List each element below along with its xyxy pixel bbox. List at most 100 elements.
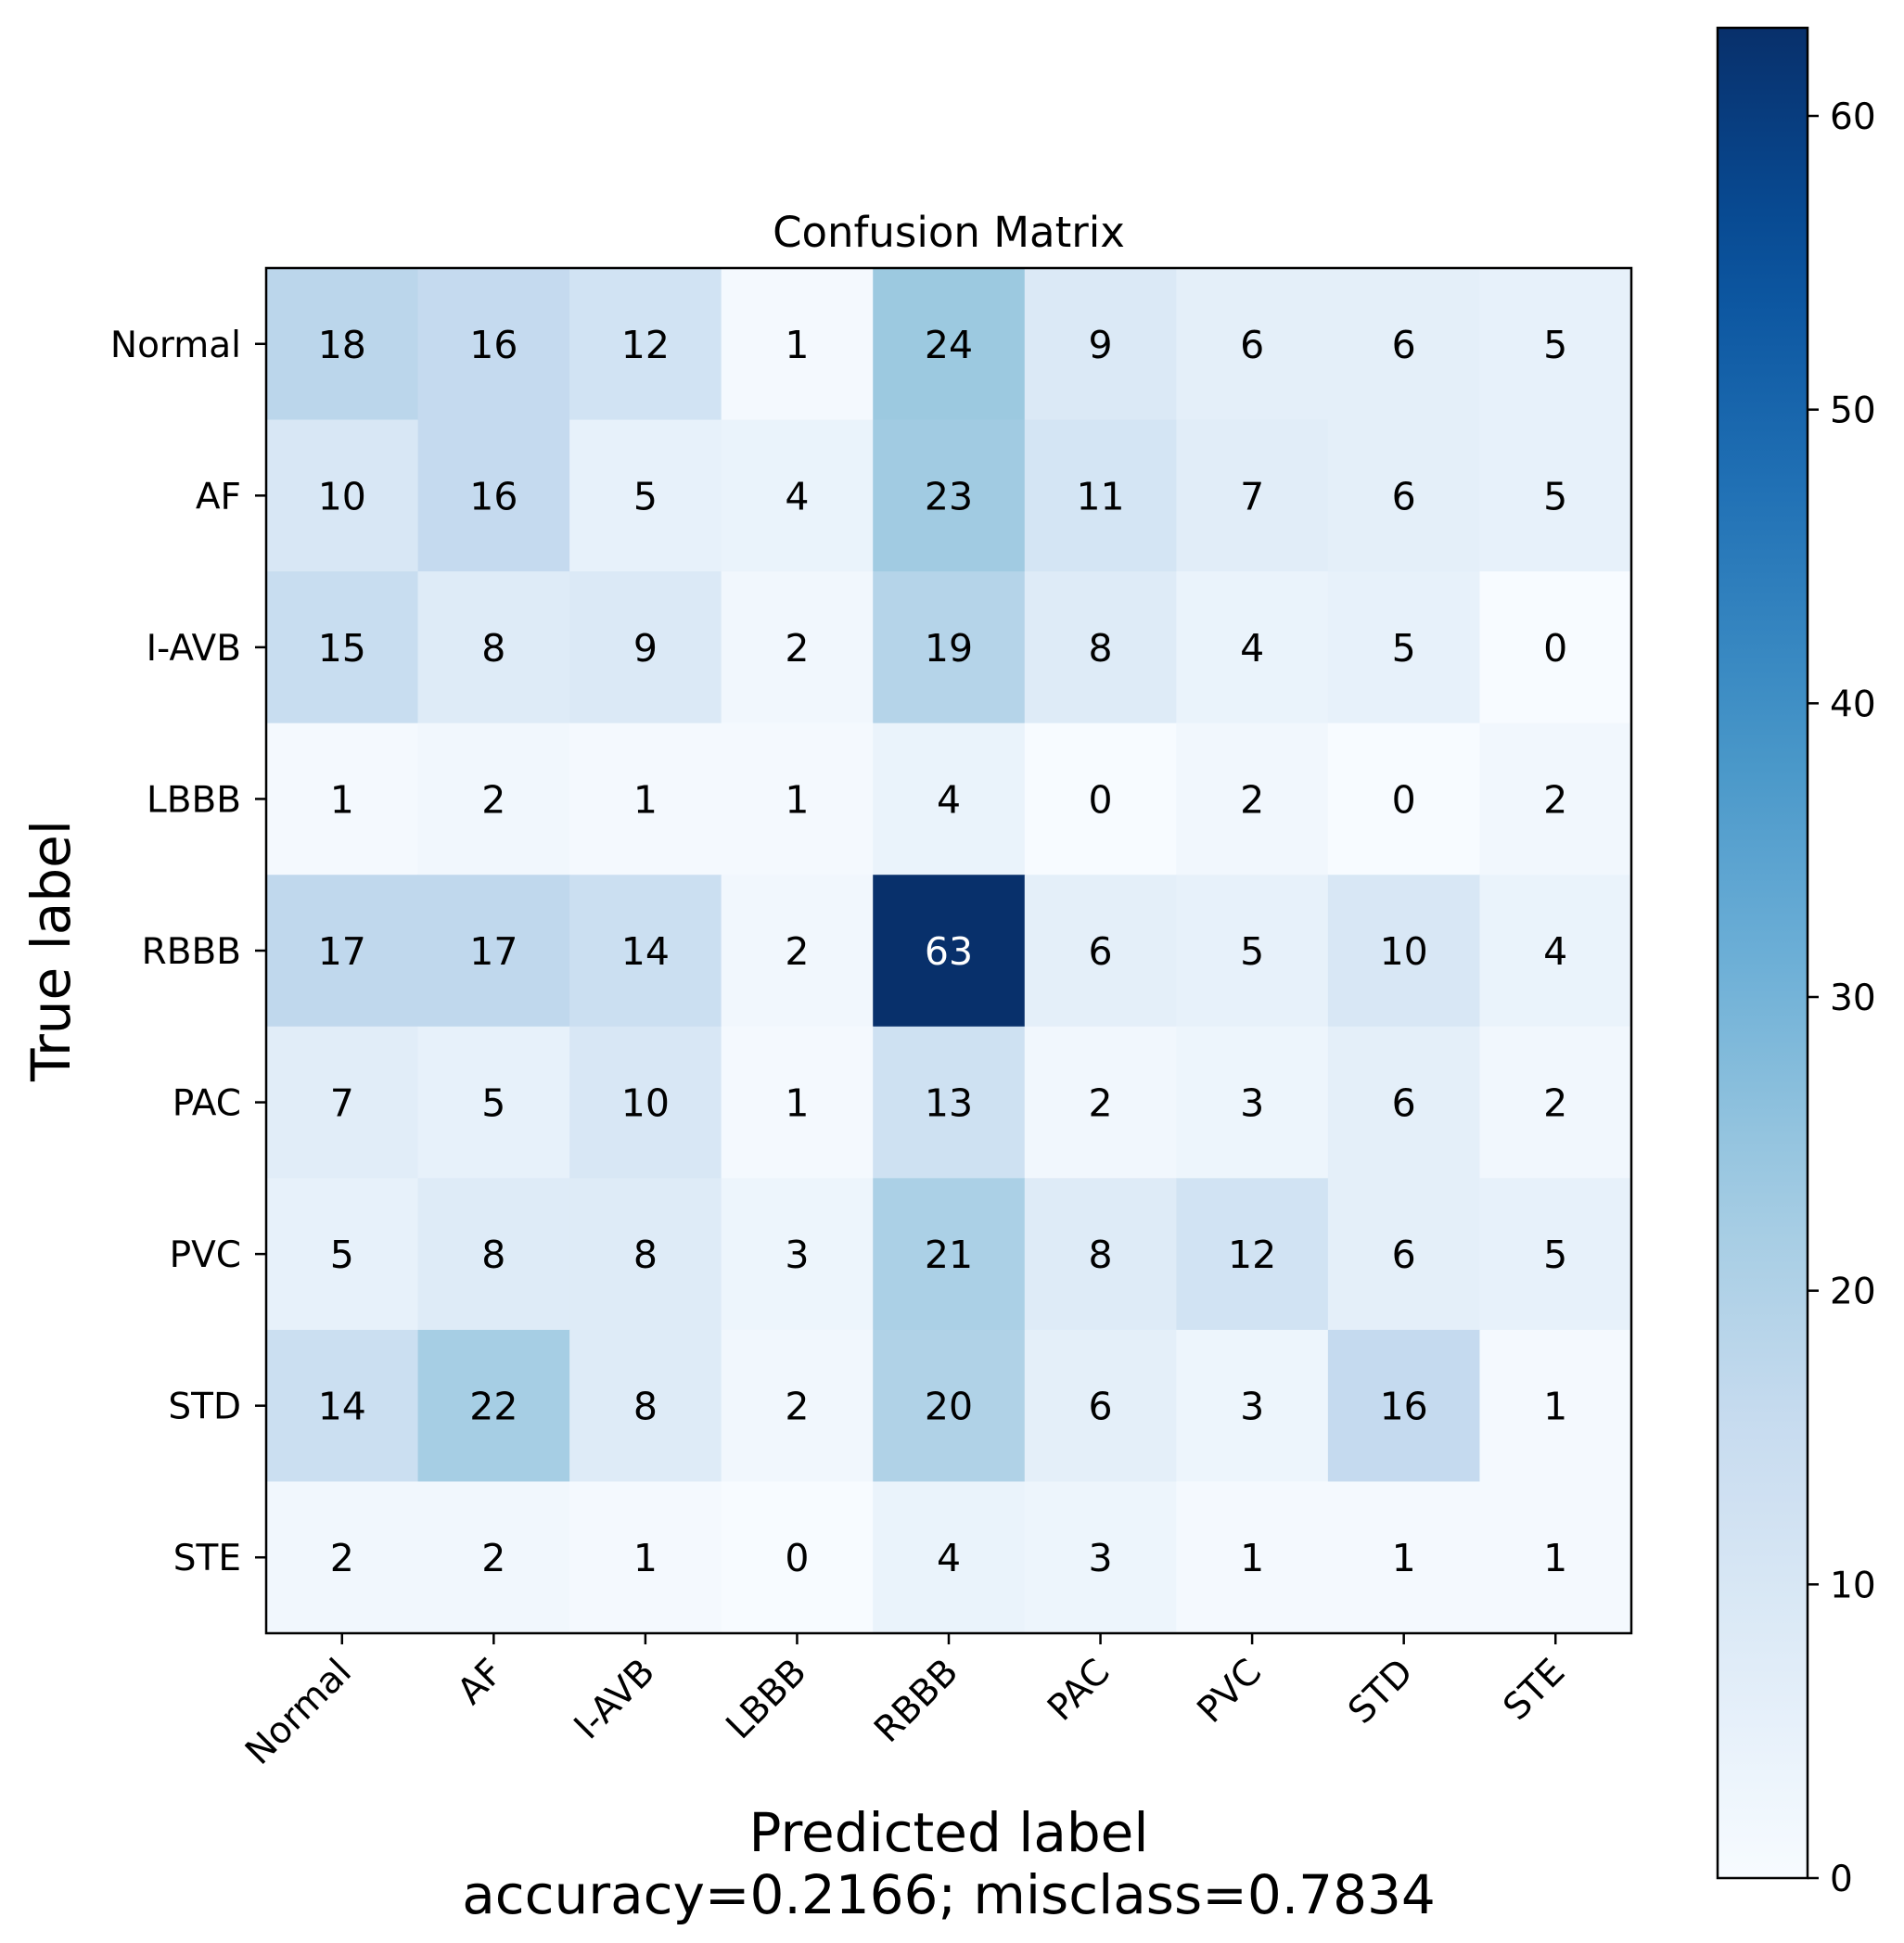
cell-ste-normal [266,1481,419,1634]
cell-std-pvc [1176,1329,1329,1483]
cell-value-label: 5 [330,1233,354,1277]
cell-ste-lbbb [721,1481,874,1634]
cell-value-label: 5 [1543,1233,1567,1277]
cell-pac-pvc [1176,1026,1329,1179]
cell-value-label: 6 [1392,1233,1416,1277]
cell-i-avb-ste [1479,571,1632,724]
cell-value-label: 6 [1240,323,1264,367]
cell-value-label: 23 [925,474,973,518]
cell-value-label: 19 [925,626,973,671]
cell-lbbb-rbbb [873,722,1026,876]
cell-value-label: 0 [1543,626,1567,671]
cell-ste-pac [1024,1481,1177,1634]
y-tick-label: STD [168,1387,241,1428]
cell-value-label: 2 [1543,777,1567,822]
cell-normal-pac [1024,268,1177,421]
cell-rbbb-af [417,875,570,1028]
cell-std-ste [1479,1329,1632,1483]
cell-value-label: 9 [633,626,658,671]
cell-i-avb-af [417,571,570,724]
cell-i-avb-std [1327,571,1481,724]
cell-af-i-avb [569,419,722,572]
cell-i-avb-pvc [1176,571,1329,724]
chart-title: Confusion Matrix [773,208,1125,257]
cell-value-label: 2 [785,929,809,974]
colorbar-tick-label: 20 [1830,1272,1876,1313]
cell-value-label: 20 [925,1385,973,1429]
cell-value-label: 17 [318,929,366,974]
colorbar-ticks: 0 10 20 30 40 50 60 [1808,96,1876,1900]
x-axis-label: Predicted label [749,1801,1149,1864]
colorbar-tick-label: 10 [1830,1565,1876,1606]
cell-af-af [417,419,570,572]
heatmap-cells [266,268,1632,1634]
y-tick-label: I-AVB [147,628,241,670]
cell-value-label: 15 [318,626,366,671]
x-tick-label: PVC [1190,1651,1271,1732]
x-tick-label: LBBB [719,1651,815,1747]
cell-value-label: 8 [481,1233,505,1277]
cell-value-label: 1 [330,777,354,822]
cell-value-label: 6 [1392,1081,1416,1126]
cell-normal-ste [1479,268,1632,421]
cell-value-label: 5 [1392,626,1416,671]
x-tick-label: STD [1340,1651,1421,1732]
cell-i-avb-rbbb [873,571,1026,724]
cell-value-labels: 18 16 12 1 24 9 6 6 510 16 5 4 23 11 7 6 515 8 9 2 19 8 4 5 01 2 1… [318,323,1568,1580]
cell-value-label: 14 [318,1385,366,1429]
x-axis-ticks: Normal AF I-AVB LBBB RBBB PAC PVC STD STE [237,1633,1573,1773]
y-tick-label: PAC [173,1083,241,1125]
cell-ste-ste [1479,1481,1632,1634]
cell-std-std [1327,1329,1481,1483]
cell-value-label: 4 [937,777,961,822]
cell-value-label: 6 [1089,929,1113,974]
cell-value-label: 8 [633,1385,658,1429]
cell-value-label: 1 [1240,1536,1264,1580]
cell-normal-rbbb [873,268,1026,421]
cell-lbbb-pac [1024,722,1177,876]
cell-pvc-ste [1479,1178,1632,1331]
cell-pac-std [1327,1026,1481,1179]
y-axis-label: True label [19,820,83,1082]
cell-value-label: 12 [621,323,670,367]
cell-rbbb-i-avb [569,875,722,1028]
cell-pac-af [417,1026,570,1179]
cell-i-avb-i-avb [569,571,722,724]
cell-value-label: 1 [633,777,658,822]
cell-value-label: 2 [481,777,505,822]
y-tick-label: Normal [110,325,241,366]
cell-rbbb-ste [1479,875,1632,1028]
cell-rbbb-pvc [1176,875,1329,1028]
cell-value-label: 4 [1543,929,1567,974]
cell-pvc-pac [1024,1178,1177,1331]
x-tick-label: Normal [237,1651,360,1773]
y-tick-label: LBBB [147,779,241,821]
cell-std-normal [266,1329,419,1483]
cell-i-avb-pac [1024,571,1177,724]
cell-value-label: 3 [785,1233,809,1277]
cell-value-label: 5 [1240,929,1264,974]
cell-std-lbbb [721,1329,874,1483]
cell-i-avb-normal [266,571,419,724]
cell-af-pvc [1176,419,1329,572]
cell-rbbb-rbbb [873,875,1026,1028]
cell-rbbb-normal [266,875,419,1028]
cell-value-label: 5 [1543,323,1567,367]
cell-value-label: 5 [481,1081,505,1126]
cell-value-label: 2 [481,1536,505,1580]
cell-value-label: 7 [1240,474,1264,518]
cell-af-normal [266,419,419,572]
cell-ste-std [1327,1481,1481,1634]
y-tick-label: STE [173,1538,241,1579]
cell-value-label: 8 [1089,626,1113,671]
colorbar-tick-label: 60 [1830,96,1876,138]
cell-pvc-std [1327,1178,1481,1331]
cell-value-label: 4 [937,1536,961,1580]
cell-value-label: 24 [925,323,973,367]
cell-value-label: 3 [1240,1081,1264,1126]
cell-pvc-i-avb [569,1178,722,1331]
cell-value-label: 6 [1089,1385,1113,1429]
y-tick-label: PVC [170,1234,241,1276]
